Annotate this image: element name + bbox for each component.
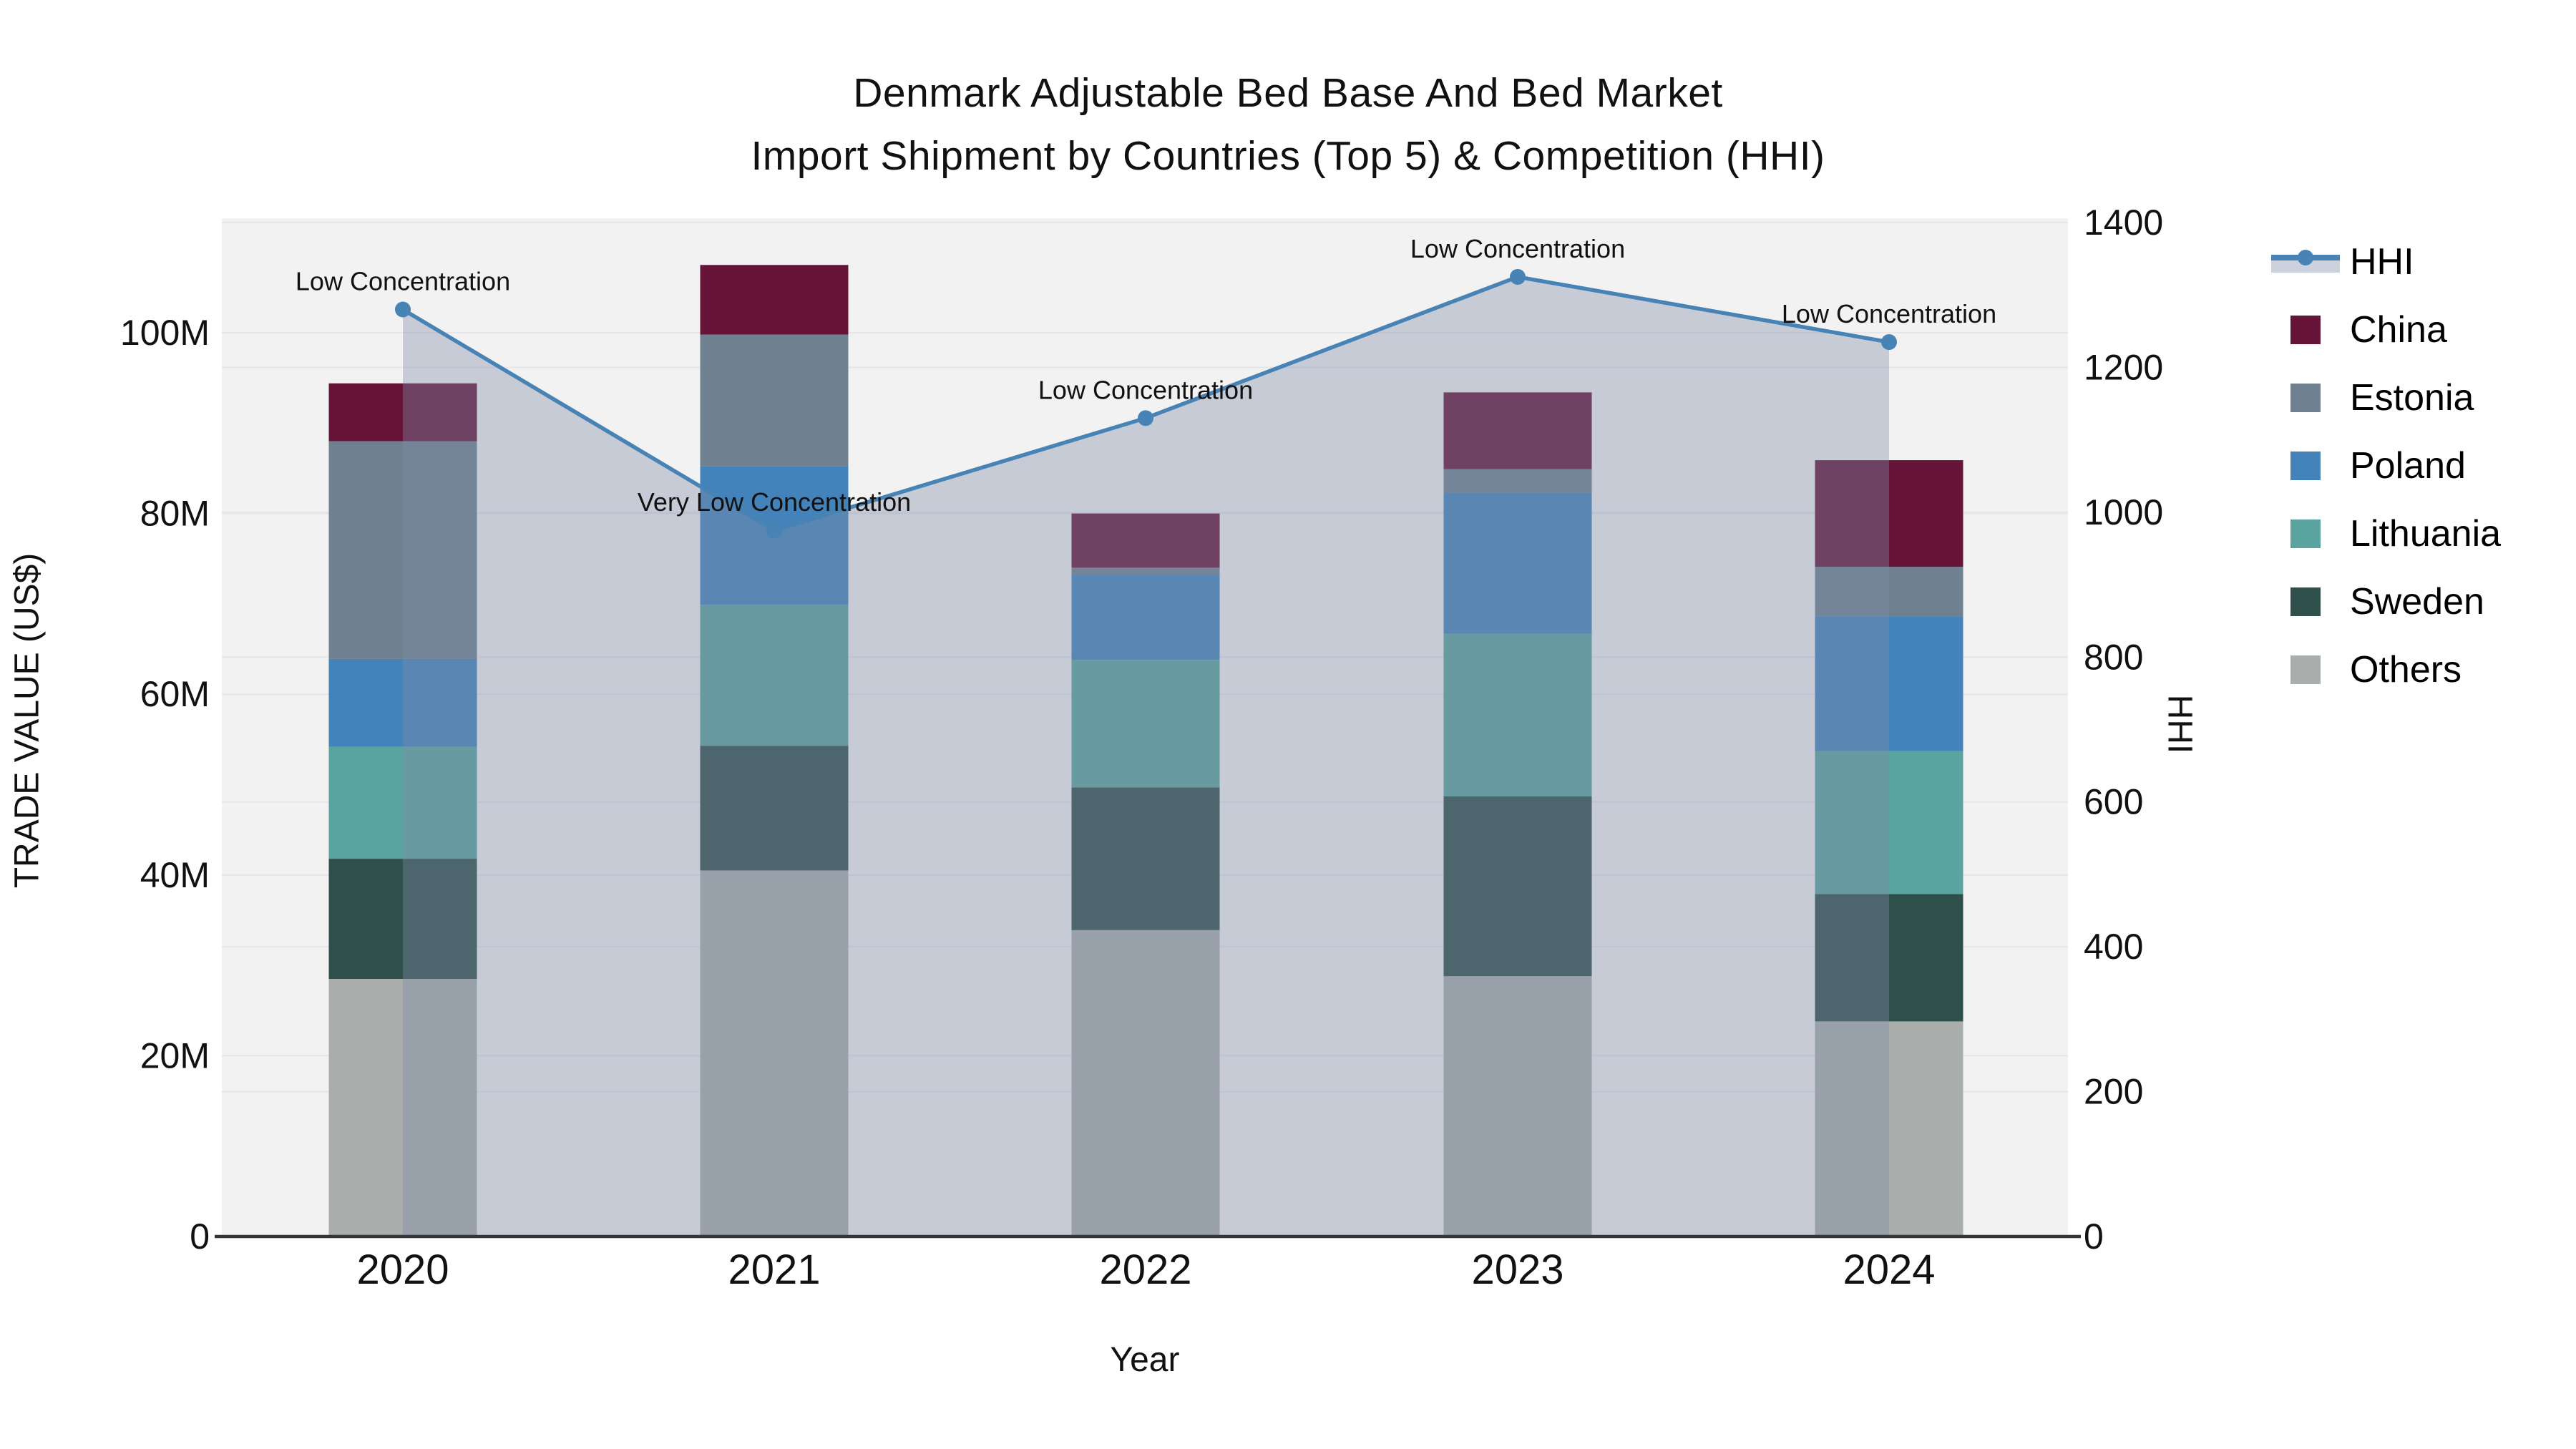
y-right-tick-1400: 1400 — [2084, 203, 2163, 243]
hhi-swatch-part — [2298, 249, 2313, 265]
x-axis-title: Year — [1111, 1341, 1180, 1379]
legend-label-lithuania: Lithuania — [2350, 512, 2502, 555]
bar-segment-others-2021[interactable] — [700, 870, 849, 1236]
y-left-tick-40: 40M — [140, 855, 210, 895]
bar-segment-lithuania-2022[interactable] — [1071, 660, 1220, 788]
hhi-line-swatch-icon — [2261, 248, 2350, 275]
bar-segment-lithuania-2024[interactable] — [1815, 751, 1963, 894]
legend-label-poland: Poland — [2350, 444, 2466, 487]
bar-segment-poland-2020[interactable] — [328, 658, 477, 747]
x-tick-2020: 2020 — [356, 1246, 449, 1293]
y-left-tick-80: 80M — [140, 494, 210, 534]
legend-item-sweden[interactable]: Sweden — [2261, 567, 2569, 635]
y-right-tick-800: 800 — [2084, 637, 2143, 677]
bar-segment-others-2022[interactable] — [1071, 930, 1220, 1236]
hhi-swatch — [2271, 248, 2340, 275]
bar-segment-others-2023[interactable] — [1443, 976, 1592, 1236]
bar-segment-sweden-2023[interactable] — [1443, 796, 1592, 977]
hhi-marker-2024[interactable] — [1881, 334, 1897, 351]
bar-segment-china-2023[interactable] — [1443, 392, 1592, 469]
chart-title-line2: Import Shipment by Countries (Top 5) & C… — [751, 133, 1825, 179]
legend-item-others[interactable]: Others — [2261, 635, 2569, 703]
bar-segment-lithuania-2023[interactable] — [1443, 633, 1592, 796]
annotation-2020: Low Concentration — [296, 267, 510, 296]
y-right-tick-0: 0 — [2084, 1216, 2104, 1257]
y-left-tick-0: 0 — [190, 1216, 210, 1257]
bar-segment-others-2024[interactable] — [1815, 1021, 1963, 1236]
swatch-poland — [2290, 451, 2321, 480]
swatch-china — [2290, 315, 2321, 344]
x-tick-2023: 2023 — [1471, 1246, 1563, 1293]
bar-segment-china-2024[interactable] — [1815, 460, 1963, 567]
swatch-sweden — [2290, 587, 2321, 616]
legend-item-estonia[interactable]: Estonia — [2261, 364, 2569, 431]
legend-item-poland[interactable]: Poland — [2261, 431, 2569, 499]
bar-segment-lithuania-2021[interactable] — [700, 605, 849, 746]
x-tick-2021: 2021 — [728, 1246, 820, 1293]
hhi-marker-2021[interactable] — [766, 522, 782, 539]
bar-segment-poland-2022[interactable] — [1071, 575, 1220, 660]
bar-segment-estonia-2021[interactable] — [700, 334, 849, 467]
annotation-2021: Very Low Concentration — [638, 487, 911, 517]
legend-label-sweden: Sweden — [2350, 580, 2484, 623]
hhi-marker-2022[interactable] — [1138, 410, 1153, 426]
legend-label-others: Others — [2350, 648, 2462, 691]
bar-segment-estonia-2020[interactable] — [328, 441, 477, 659]
annotation-2024: Low Concentration — [1782, 299, 1996, 328]
y-right-tick-600: 600 — [2084, 782, 2143, 822]
bar-segment-lithuania-2020[interactable] — [328, 746, 477, 859]
bar-segment-sweden-2020[interactable] — [328, 859, 477, 980]
legend-swatch-icon — [2261, 587, 2350, 616]
y-right-tick-1000: 1000 — [2084, 492, 2163, 532]
legend-item-hhi[interactable]: HHI — [2261, 228, 2569, 296]
annotation-2022: Low Concentration — [1038, 375, 1253, 404]
hhi-area-fill — [403, 276, 1889, 1236]
legend-swatch-icon — [2261, 451, 2350, 480]
bar-segment-estonia-2022[interactable] — [1071, 567, 1220, 575]
legend-swatch-icon — [2261, 383, 2350, 412]
bar-segment-estonia-2024[interactable] — [1815, 567, 1963, 617]
bar-segment-china-2022[interactable] — [1071, 513, 1220, 568]
chart-legend: HHI China Estonia Poland Lithuania Sweden Othe… — [2261, 228, 2569, 703]
bar-segment-poland-2023[interactable] — [1443, 492, 1592, 634]
legend-label-china: China — [2350, 308, 2447, 351]
bar-segment-others-2020[interactable] — [328, 979, 477, 1236]
legend-item-china[interactable]: China — [2261, 296, 2569, 364]
legend-item-lithuania[interactable]: Lithuania — [2261, 499, 2569, 567]
hhi-marker-2023[interactable] — [1510, 268, 1526, 285]
legend-label-estonia: Estonia — [2350, 376, 2474, 419]
legend-swatch-icon — [2261, 519, 2350, 548]
swatch-estonia — [2290, 383, 2321, 412]
bar-segment-poland-2024[interactable] — [1815, 616, 1963, 751]
swatch-others — [2290, 655, 2321, 684]
legend-label-hhi: HHI — [2350, 240, 2414, 283]
chart-title-line1: Denmark Adjustable Bed Base And Bed Mark… — [853, 70, 1723, 116]
annotation-2023: Low Concentration — [1410, 234, 1625, 263]
swatch-lithuania — [2290, 519, 2321, 548]
y-left-tick-60: 60M — [140, 674, 210, 714]
x-tick-2024: 2024 — [1843, 1246, 1935, 1293]
y-right-tick-400: 400 — [2084, 927, 2143, 967]
y-right-tick-200: 200 — [2084, 1072, 2143, 1112]
chart-title: Denmark Adjustable Bed Base And Bed Mark… — [0, 62, 2576, 187]
y-left-tick-20: 20M — [140, 1035, 210, 1075]
bar-segment-sweden-2024[interactable] — [1815, 894, 1963, 1022]
bar-segment-china-2021[interactable] — [700, 265, 849, 335]
x-tick-2022: 2022 — [1099, 1246, 1191, 1293]
y-right-tick-1200: 1200 — [2084, 347, 2163, 387]
legend-swatch-icon — [2261, 315, 2350, 344]
hhi-marker-2020[interactable] — [395, 301, 411, 318]
y-left-tick-100: 100M — [120, 313, 210, 353]
bar-segment-sweden-2022[interactable] — [1071, 787, 1220, 930]
bar-segment-sweden-2021[interactable] — [700, 746, 849, 871]
legend-swatch-icon — [2261, 655, 2350, 684]
bar-segment-estonia-2023[interactable] — [1443, 469, 1592, 493]
bar-segment-china-2020[interactable] — [328, 383, 477, 441]
